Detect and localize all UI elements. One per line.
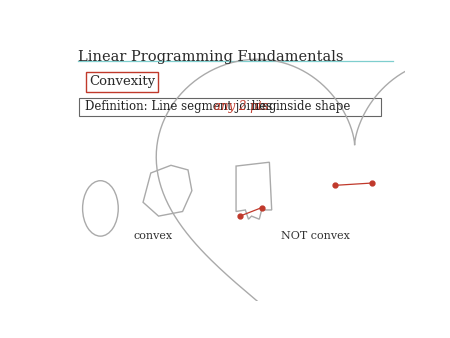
FancyBboxPatch shape bbox=[79, 98, 381, 116]
Text: Linear Programming Fundamentals: Linear Programming Fundamentals bbox=[78, 50, 343, 64]
Text: Definition: Line segment joining: Definition: Line segment joining bbox=[85, 100, 280, 113]
Text: NOT convex: NOT convex bbox=[281, 231, 350, 241]
Text: Convexity: Convexity bbox=[89, 75, 155, 88]
Text: lies inside shape: lies inside shape bbox=[248, 100, 350, 113]
Text: any 2 pts: any 2 pts bbox=[214, 100, 269, 113]
Text: convex: convex bbox=[134, 231, 173, 241]
